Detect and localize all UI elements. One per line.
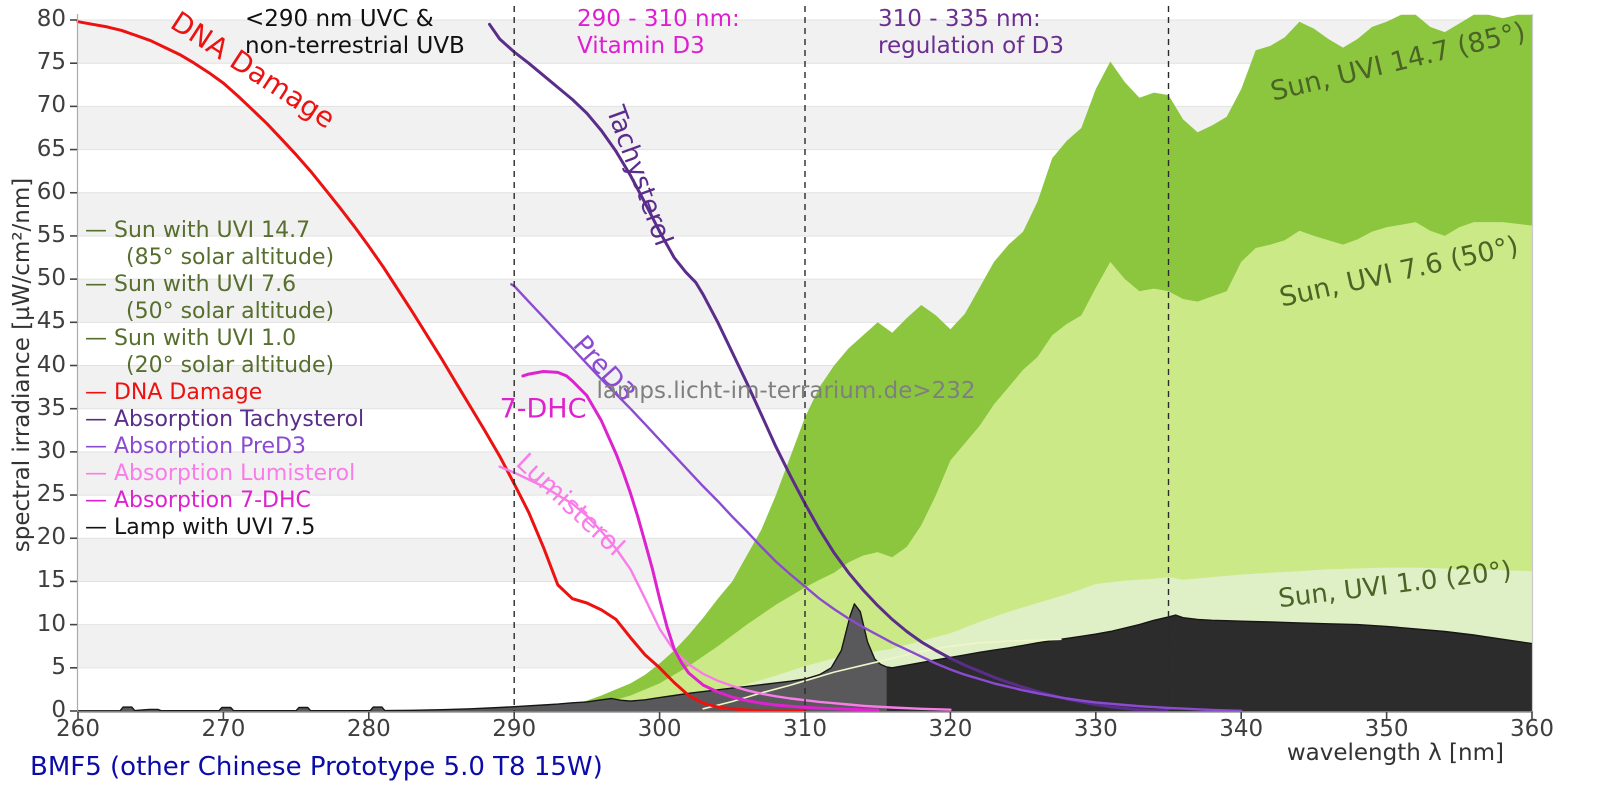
y-tick-label-45: 45 xyxy=(36,308,66,335)
x-tick-label-290: 290 xyxy=(492,716,537,742)
y-tick-label-30: 30 xyxy=(36,437,66,464)
legend-item-6: — Absorption Lumisterol xyxy=(85,460,364,487)
legend-item-4: — Absorption Tachysterol xyxy=(85,406,364,433)
legend-item-label: — Lamp with UVI 7.5 xyxy=(85,515,316,540)
y-tick-label-65: 65 xyxy=(36,135,66,162)
y-tick-label-15: 15 xyxy=(36,567,66,594)
y-axis-label: spectral irradiance [µW/cm²/nm] xyxy=(9,177,35,553)
absorption-7-dhc xyxy=(521,370,880,712)
legend-item-label: — DNA Damage xyxy=(85,380,263,405)
y-tick-label-50: 50 xyxy=(36,265,66,292)
legend-item-label: — Sun with UVI 7.6 xyxy=(85,272,297,297)
x-axis-label: wavelength λ [nm] xyxy=(1286,740,1504,766)
legend-item-sublabel: (50° solar altitude) xyxy=(126,299,335,324)
x-tick-label-330: 330 xyxy=(1073,716,1118,742)
watermark: lamps.licht-im-terrarium.de>232 xyxy=(596,378,976,404)
y-tick-label-60: 60 xyxy=(36,178,66,205)
legend-item-label: — Absorption PreD3 xyxy=(85,434,306,459)
x-tick-label-300: 300 xyxy=(637,716,682,742)
y-tick-label-20: 20 xyxy=(36,524,66,551)
x-tick-label-320: 320 xyxy=(928,716,973,742)
absorption-lumisterol xyxy=(498,465,952,711)
chart-title: BMF5 (other Chinese Prototype 5.0 T8 15W… xyxy=(30,752,603,782)
y-tick-label-10: 10 xyxy=(36,610,66,637)
x-tick-label-280: 280 xyxy=(346,716,391,742)
x-tick-label-260: 260 xyxy=(56,716,100,742)
y-tick-label-0: 0 xyxy=(51,697,66,723)
legend-item-3: — DNA Damage xyxy=(85,379,364,406)
dna-damage xyxy=(76,20,807,713)
annotation-vitamin-d3: 290 - 310 nm: Vitamin D3 xyxy=(577,6,740,59)
legend-item-7: — Absorption 7-DHC xyxy=(85,487,364,514)
x-tick-label-310: 310 xyxy=(783,716,827,742)
legend-item-5: — Absorption PreD3 xyxy=(85,433,364,460)
y-tick-label-55: 55 xyxy=(36,221,66,248)
legend-item-label: — Sun with UVI 1.0 xyxy=(85,326,297,351)
absorption-pred3 xyxy=(510,283,1243,712)
curve-label-7-dhc: 7-DHC xyxy=(499,393,587,425)
x-tick-label-350: 350 xyxy=(1364,716,1409,742)
y-tick-label-75: 75 xyxy=(36,49,66,76)
lamp-outline xyxy=(77,603,1533,712)
sun-uvi-1.0-line xyxy=(702,638,1062,710)
legend-item-0: — Sun with UVI 14.7 (85° solar altitude) xyxy=(85,217,364,271)
y-tick-label-40: 40 xyxy=(36,351,66,378)
y-tick-label-35: 35 xyxy=(36,394,66,421)
legend: — Sun with UVI 14.7 (85° solar altitude) —… xyxy=(85,217,364,541)
x-tick-label-340: 340 xyxy=(1219,716,1264,742)
y-tick-label-70: 70 xyxy=(36,92,66,119)
lamp-area-uva-dark xyxy=(886,615,1532,711)
x-tick-label-270: 270 xyxy=(201,716,246,742)
legend-item-label: — Absorption Tachysterol xyxy=(85,407,365,432)
annotation-regulation-d3: 310 - 335 nm: regulation of D3 xyxy=(878,6,1064,59)
legend-item-8: — Lamp with UVI 7.5 xyxy=(85,514,364,541)
legend-item-sublabel: (20° solar altitude) xyxy=(126,353,335,378)
x-tick-label-360: 360 xyxy=(1510,716,1554,742)
legend-item-sublabel: (85° solar altitude) xyxy=(126,245,335,270)
y-tick-label-80: 80 xyxy=(36,6,66,32)
legend-item-2: — Sun with UVI 1.0 (20° solar altitude) xyxy=(85,325,364,379)
legend-item-label: — Absorption 7-DHC xyxy=(85,488,311,513)
y-tick-label-25: 25 xyxy=(36,481,66,508)
legend-item-label: — Sun with UVI 14.7 xyxy=(85,218,311,243)
y-tick-label-5: 5 xyxy=(51,653,66,680)
annotation-uvc: <290 nm UVC & non-terrestrial UVB xyxy=(245,6,465,59)
legend-item-label: — Absorption Lumisterol xyxy=(85,461,356,486)
legend-item-1: — Sun with UVI 7.6 (50° solar altitude) xyxy=(85,271,364,325)
